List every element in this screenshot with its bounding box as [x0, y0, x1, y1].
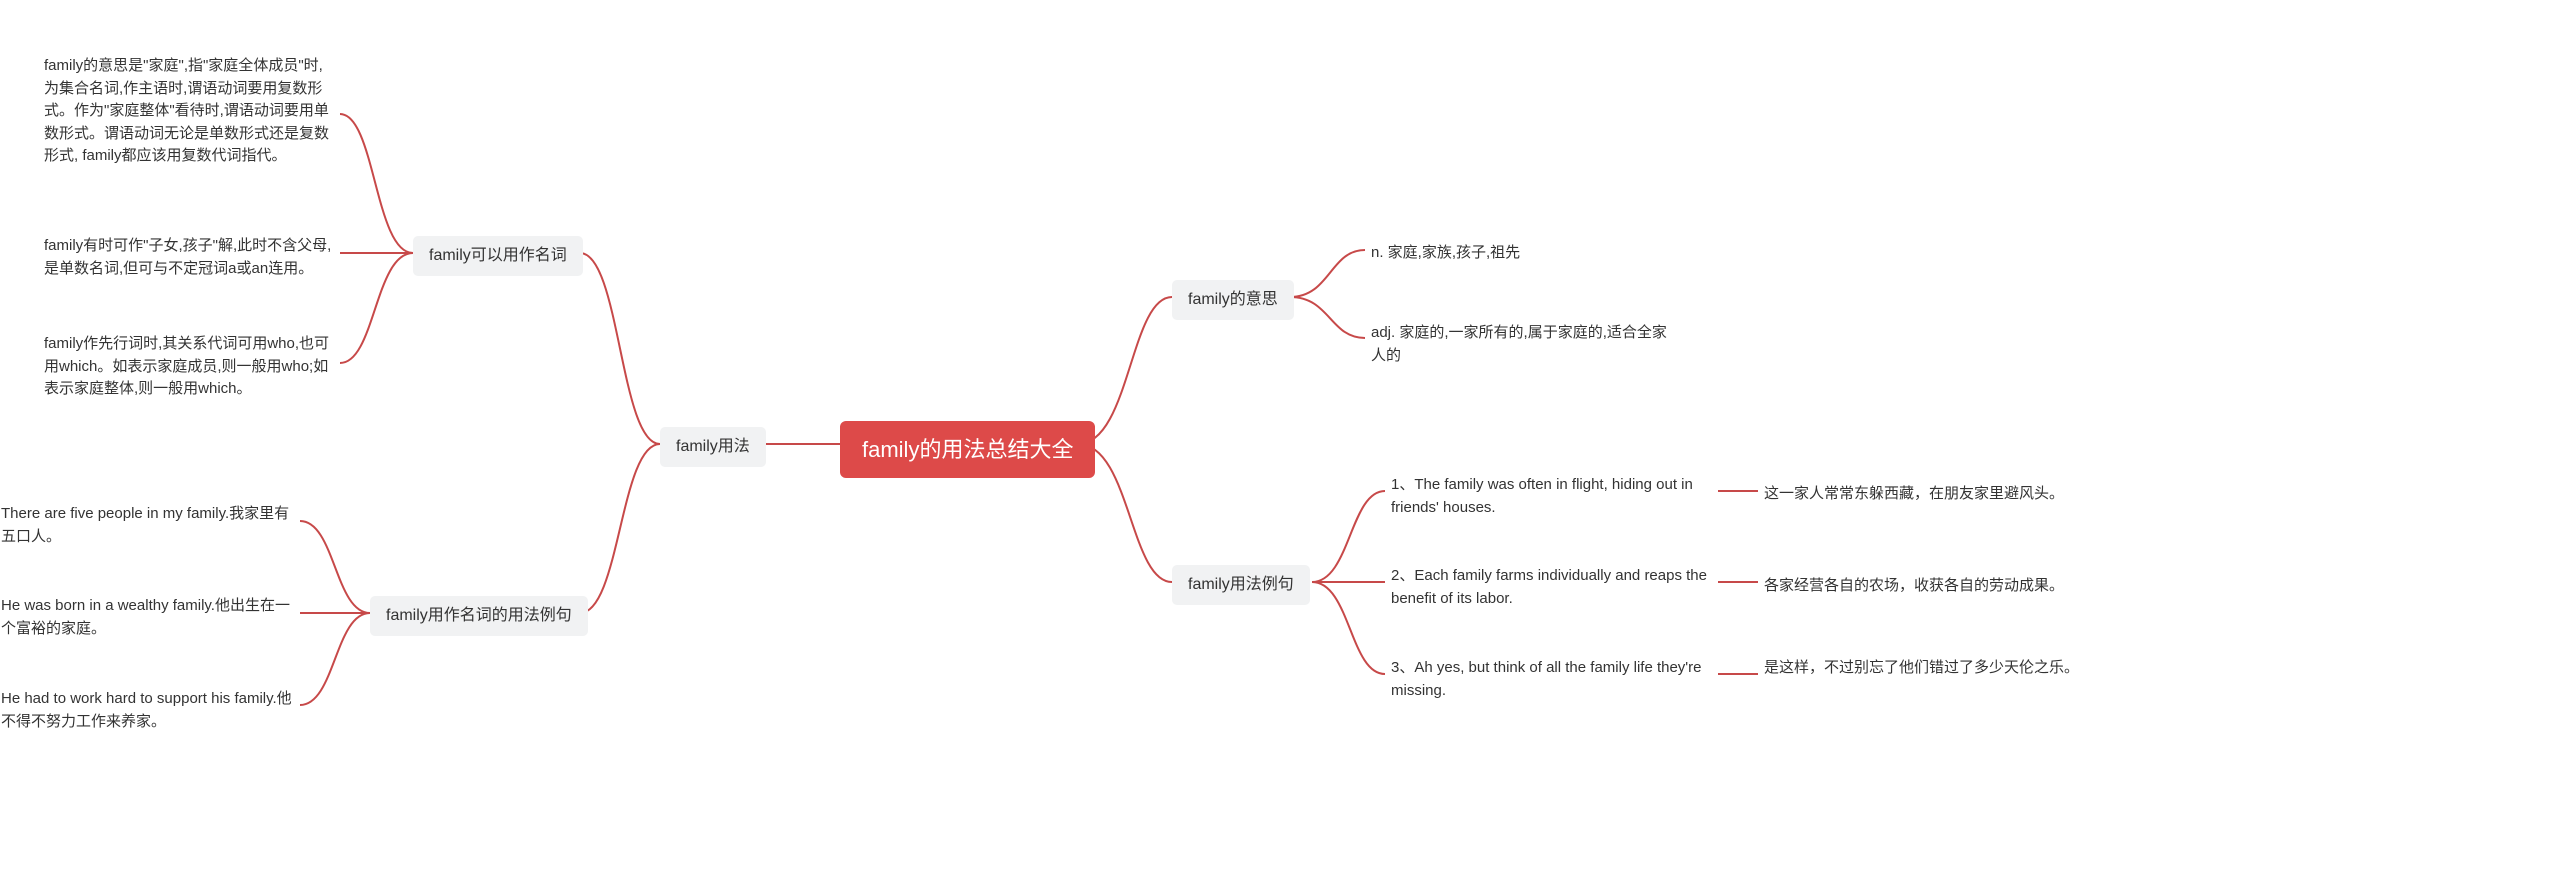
leaf-p1: family的意思是"家庭",指"家庭全体成员"时,为集合名词,作主语时,谓语动…	[38, 51, 343, 172]
leaf-ex2: 2、Each family farms individually and rea…	[1385, 561, 1715, 614]
branch-usage[interactable]: family用法	[660, 427, 766, 467]
branch-sentence-usage-label: family用作名词的用法例句	[386, 607, 572, 624]
root-label: family的用法总结大全	[862, 437, 1073, 462]
leaf-p3: family作先行词时,其关系代词可用who,也可用which。如表示家庭成员,…	[38, 329, 343, 405]
leaf-ex3-trans: 是这样，不过别忘了他们错过了多少天伦之乐。	[1758, 653, 2085, 684]
leaf-adj-meaning: adj. 家庭的,一家所有的,属于家庭的,适合全家人的	[1365, 318, 1685, 371]
branch-sentence-usage[interactable]: family用作名词的用法例句	[370, 596, 588, 636]
leaf-s1: There are five people in my family.我家里有五…	[0, 499, 305, 552]
branch-meaning[interactable]: family的意思	[1172, 280, 1294, 320]
leaf-ex1: 1、The family was often in flight, hiding…	[1385, 470, 1715, 523]
leaf-ex2-trans: 各家经营各自的农场，收获各自的劳动成果。	[1758, 571, 2070, 602]
branch-noun-usage[interactable]: family可以用作名词	[413, 236, 583, 276]
leaf-s3: He had to work hard to support his famil…	[0, 684, 305, 737]
root-node[interactable]: family的用法总结大全	[840, 421, 1095, 478]
mindmap-connectors	[0, 0, 2560, 889]
branch-noun-usage-label: family可以用作名词	[429, 247, 567, 264]
leaf-p2: family有时可作"子女,孩子"解,此时不含父母,是单数名词,但可与不定冠词a…	[38, 231, 343, 284]
branch-usage-label: family用法	[676, 438, 750, 455]
branch-examples[interactable]: family用法例句	[1172, 565, 1310, 605]
leaf-ex3: 3、Ah yes, but think of all the family li…	[1385, 653, 1715, 706]
leaf-s2: He was born in a wealthy family.他出生在一个富裕…	[0, 591, 305, 644]
branch-examples-label: family用法例句	[1188, 576, 1294, 593]
leaf-noun-meaning: n. 家庭,家族,孩子,祖先	[1365, 238, 1526, 269]
branch-meaning-label: family的意思	[1188, 291, 1278, 308]
leaf-ex1-trans: 这一家人常常东躲西藏，在朋友家里避风头。	[1758, 479, 2070, 510]
